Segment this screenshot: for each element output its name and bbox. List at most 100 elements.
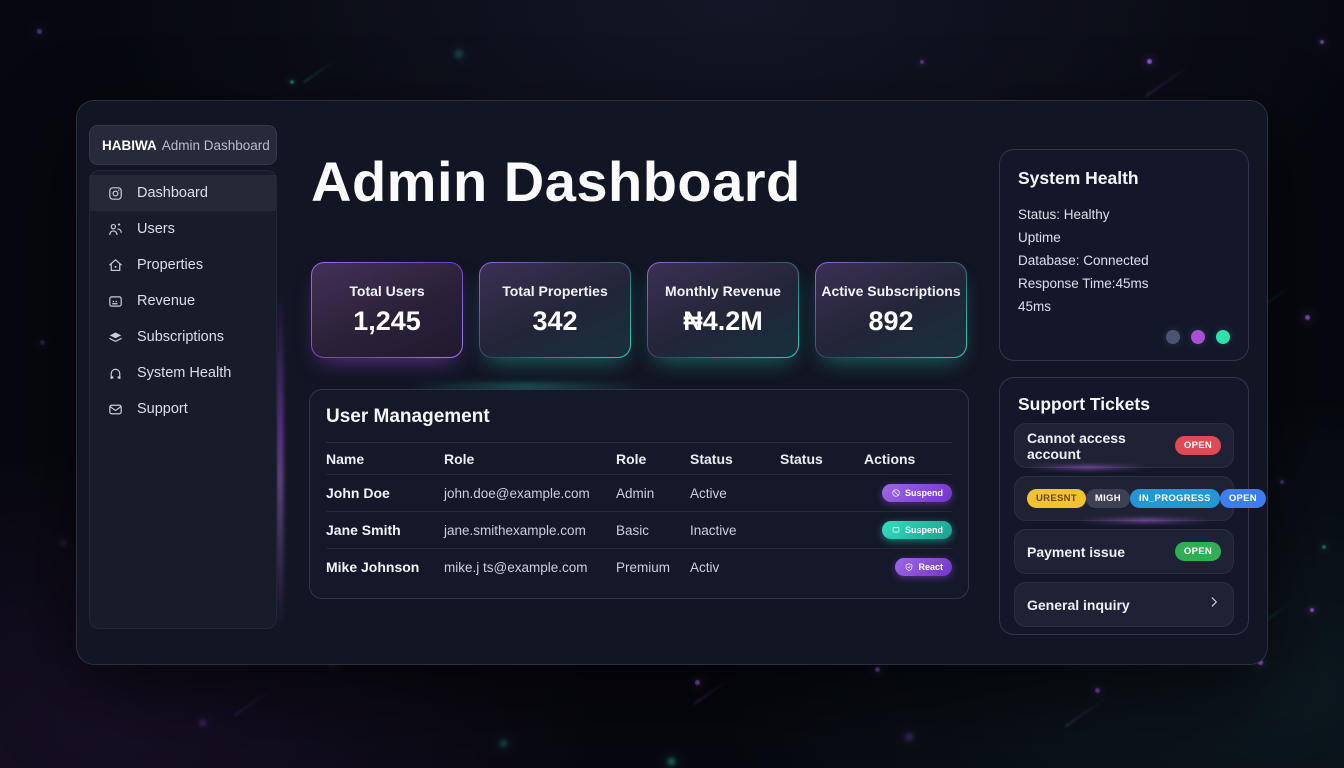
user-role: Basic <box>616 522 650 538</box>
brand-logo: HABIWA Admin Dashboard <box>89 125 277 165</box>
health-response-time-2: 45ms <box>1018 299 1052 314</box>
status-badge-open: OPEN <box>1174 542 1221 561</box>
table-header-row: Name Role Role Status Status Actions <box>326 442 952 474</box>
page-title: Admin Dashboard <box>311 150 801 213</box>
ticket-general-inquiry[interactable]: General inquiry <box>1014 582 1234 627</box>
health-uptime: Uptime <box>1018 230 1061 245</box>
indicator-dot <box>1166 330 1180 344</box>
chevron-right-icon <box>1207 595 1221 614</box>
stat-value: 1,245 <box>353 306 421 336</box>
stats-row: Total Users 1,245 Total Properties 342 M… <box>311 262 967 358</box>
column-header-status: Status <box>690 450 733 467</box>
action-label: Suspend <box>904 525 943 535</box>
action-label: React <box>918 562 943 572</box>
stat-value: 892 <box>868 306 914 336</box>
magnet-icon <box>106 364 124 382</box>
glow-accent <box>1029 466 1146 469</box>
table-row: Jane Smith jane.smithexample.com Basic I… <box>326 511 952 548</box>
sidebar-item-label: Revenue <box>137 293 196 309</box>
sidebar-item-revenue[interactable]: Revenue <box>90 283 276 319</box>
sidebar-item-users[interactable]: Users <box>90 211 276 247</box>
table-row: John Doe john.doe@example.com Admin Acti… <box>326 474 952 511</box>
user-email: mike.j ts@example.com <box>444 559 588 575</box>
system-health-lines: Status: Healthy Uptime Database: Connect… <box>1018 203 1230 318</box>
sidebar-item-label: System Health <box>137 365 232 381</box>
user-name: Mike Johnson <box>326 559 420 575</box>
sidebar: HABIWA Admin Dashboard Dashboard Users <box>89 125 277 629</box>
support-tickets-panel: Support Tickets Cannot access account OP… <box>999 377 1266 635</box>
users-icon <box>106 220 124 238</box>
shield-check-icon <box>906 563 913 571</box>
sidebar-item-label: Users <box>137 221 175 237</box>
app-panel: HABIWA Admin Dashboard Dashboard Users <box>76 100 1268 665</box>
health-status: Status: Healthy <box>1018 207 1110 222</box>
status-badge-open: OPEN <box>1174 436 1221 455</box>
user-management-panel: User Management Name Role Role Status St… <box>309 389 969 599</box>
user-status: Activ <box>690 559 720 575</box>
status-badge-in-progress: IN_PROGRESS <box>1129 489 1220 508</box>
column-header-actions: Actions <box>864 450 916 467</box>
layers-icon <box>106 328 124 346</box>
stat-value: ₦4.2M <box>683 306 763 336</box>
column-header-role2: Role <box>616 450 647 467</box>
stat-card-total-properties[interactable]: Total Properties 342 <box>479 262 631 358</box>
user-role: Admin <box>616 485 655 501</box>
card-icon <box>106 292 124 310</box>
stat-card-active-subscriptions[interactable]: Active Subscriptions 892 <box>815 262 967 358</box>
suspend-button[interactable]: Suspend <box>881 521 952 539</box>
health-database: Database: Connected <box>1018 253 1149 268</box>
ticket-title: Payment issue <box>1027 543 1126 560</box>
ticket-badges-row[interactable]: URESNT MIGH IN_PROGRESS OPEN <box>1014 476 1266 522</box>
column-header-name: Name <box>326 450 365 467</box>
user-name: John Doe <box>326 485 390 501</box>
health-indicator-dots <box>1166 330 1230 344</box>
purple-glow-accent <box>278 291 282 631</box>
stat-value: 342 <box>532 306 578 336</box>
sidebar-item-support[interactable]: Support <box>90 391 276 427</box>
ticket-payment-issue[interactable]: Payment issue OPEN <box>1014 529 1234 574</box>
system-health-title: System Health <box>1018 168 1139 188</box>
house-icon <box>106 256 124 274</box>
column-header-status2: Status <box>780 450 823 467</box>
teal-glow-accent <box>407 385 647 389</box>
sidebar-item-dashboard[interactable]: Dashboard <box>90 175 276 211</box>
dashboard-icon <box>106 184 124 202</box>
ticket-title: General inquiry <box>1027 596 1130 613</box>
health-response-time: Response Time:45ms <box>1018 276 1149 291</box>
user-role: Premium <box>616 559 671 575</box>
user-management-title: User Management <box>326 406 490 427</box>
user-email: john.doe@example.com <box>444 485 590 501</box>
sidebar-item-properties[interactable]: Properties <box>90 247 276 283</box>
user-email: jane.smithexample.com <box>444 522 586 538</box>
ticket-title: Cannot access account <box>1027 429 1126 462</box>
support-tickets-title: Support Tickets <box>1018 394 1150 414</box>
sidebar-item-label: Properties <box>137 257 204 273</box>
stat-label: Monthly Revenue <box>665 283 781 299</box>
stat-label: Active Subscriptions <box>821 283 961 299</box>
react-button[interactable]: React <box>895 558 952 576</box>
table-row: Mike Johnson mike.j ts@example.com Premi… <box>326 548 952 585</box>
stat-card-monthly-revenue[interactable]: Monthly Revenue ₦4.2M <box>647 262 799 358</box>
sidebar-nav: Dashboard Users Properties Revenue <box>89 170 277 629</box>
glow-accent <box>1080 519 1212 522</box>
user-status: Active <box>690 485 727 501</box>
status-badge-open: OPEN <box>1219 489 1266 508</box>
mail-icon <box>106 400 124 418</box>
user-name: Jane Smith <box>326 522 401 538</box>
column-header-role: Role <box>444 450 475 467</box>
indicator-dot <box>1216 330 1230 344</box>
indicator-dot <box>1191 330 1205 344</box>
sidebar-item-subscriptions[interactable]: Subscriptions <box>90 319 276 355</box>
monitor-icon <box>892 527 900 534</box>
suspend-button[interactable]: Suspend <box>881 484 952 502</box>
brand-name: HABIWA <box>102 137 157 153</box>
user-status: Inactive <box>690 522 737 538</box>
system-health-panel: System Health Status: Healthy Uptime Dat… <box>999 149 1249 361</box>
sidebar-item-label: Subscriptions <box>137 329 225 345</box>
ban-icon <box>892 489 900 497</box>
stat-card-total-users[interactable]: Total Users 1,245 <box>311 262 463 358</box>
sidebar-item-system-health[interactable]: System Health <box>90 355 276 391</box>
stat-label: Total Properties <box>502 283 608 299</box>
ticket-cannot-access-account[interactable]: Cannot access account OPEN <box>1014 423 1234 469</box>
stat-label: Total Users <box>349 283 425 299</box>
